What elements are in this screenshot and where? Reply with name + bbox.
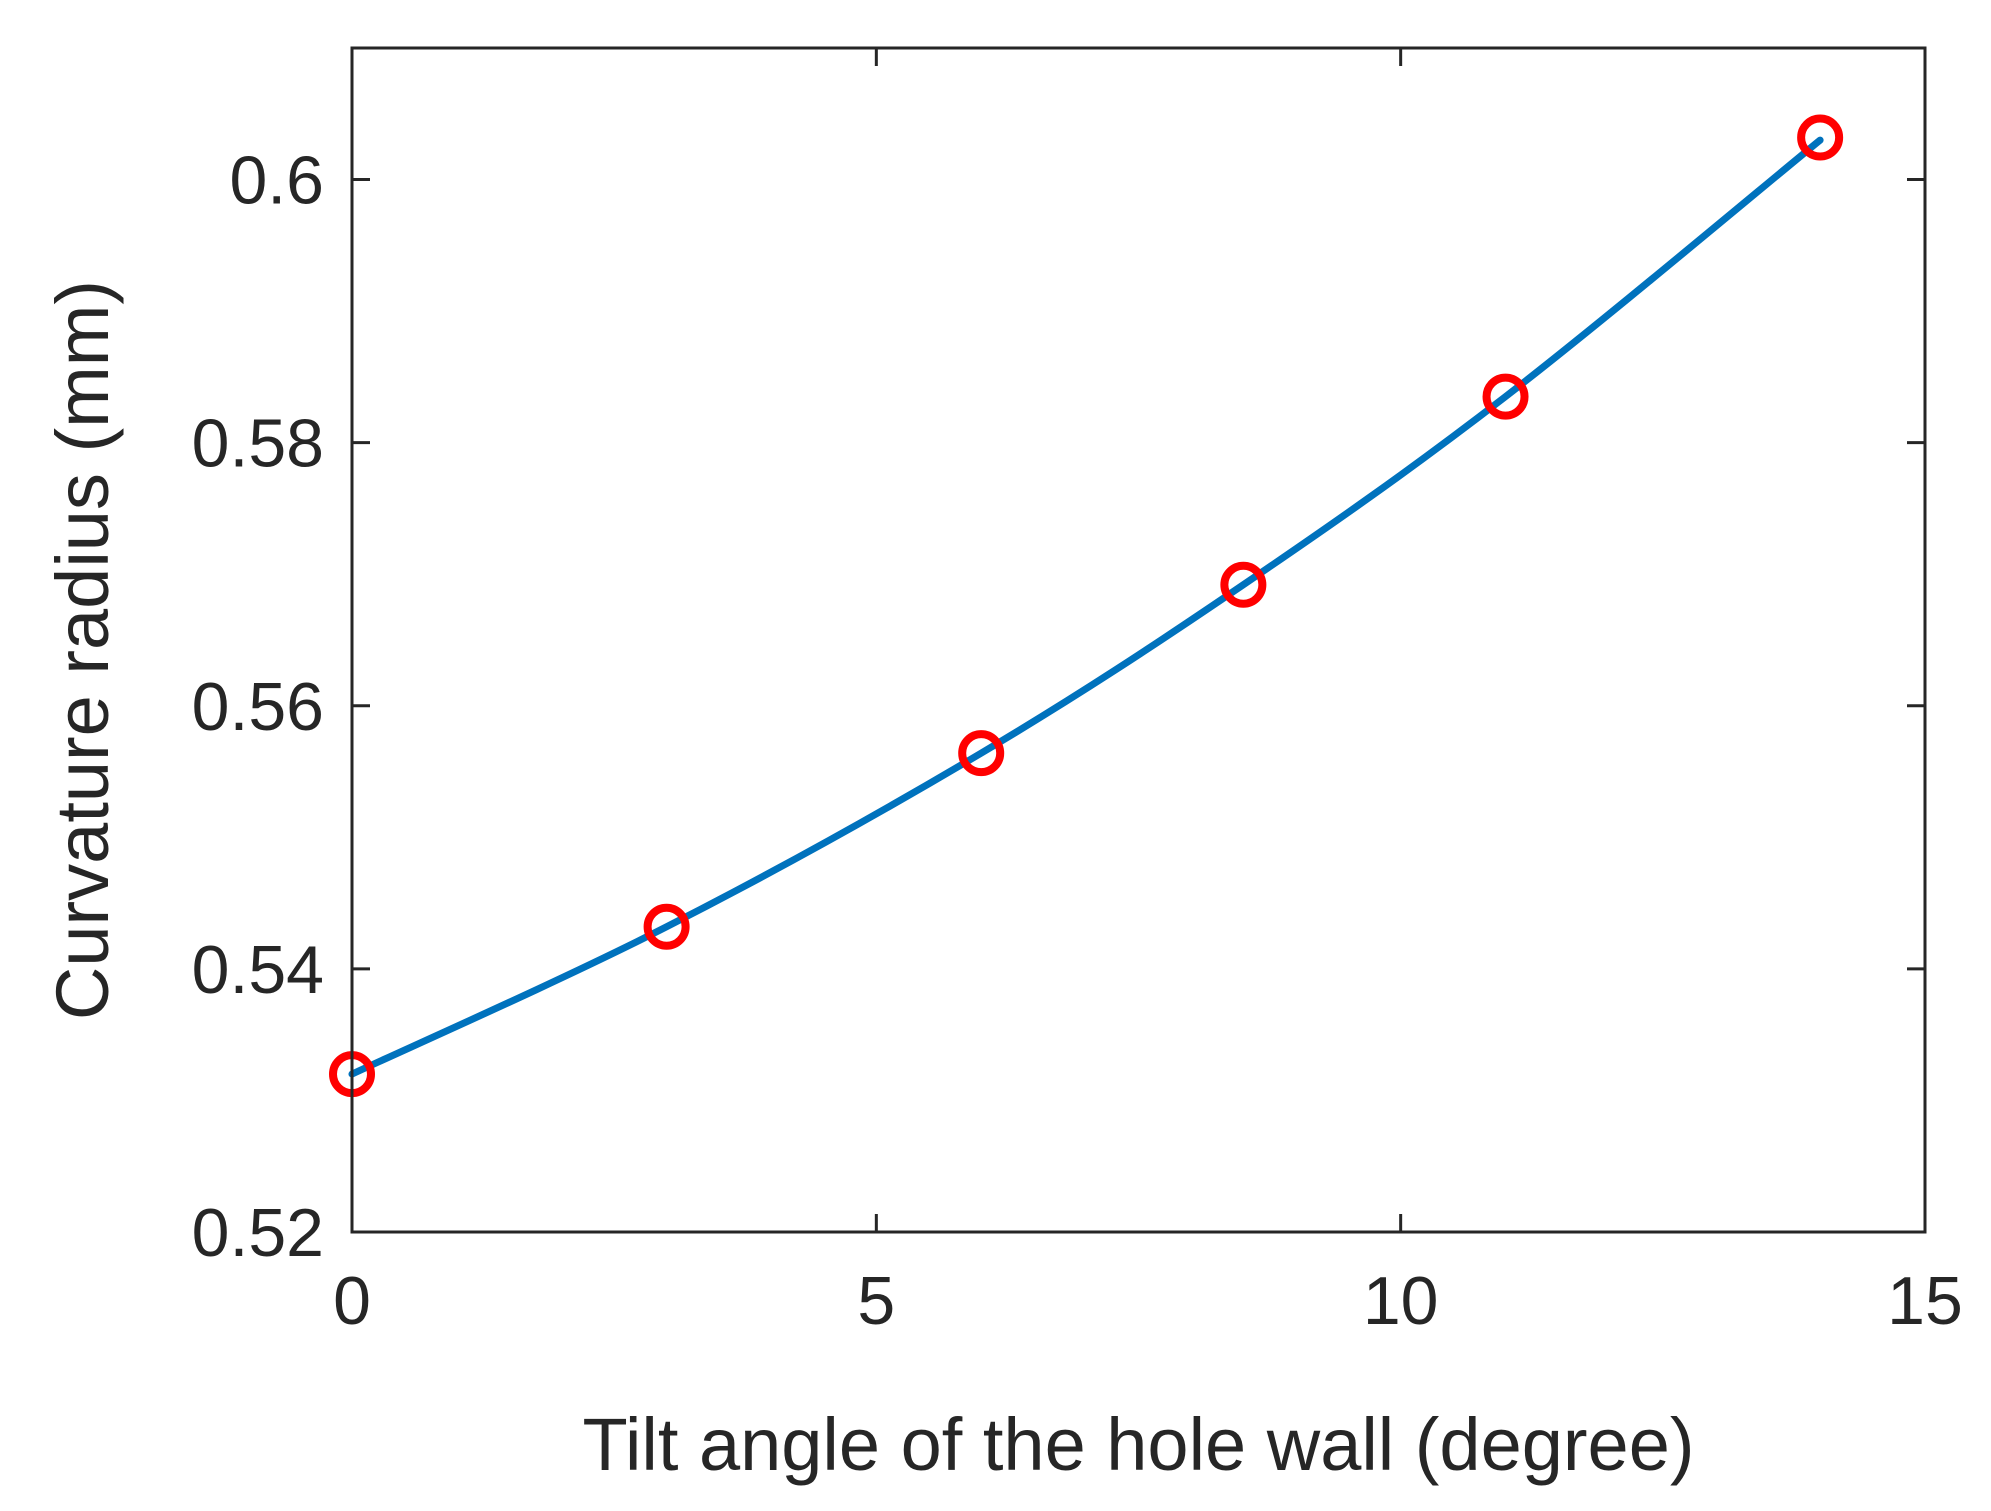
x-tick-label: 15	[1887, 1263, 1963, 1339]
x-tick-label: 0	[333, 1263, 371, 1339]
data-point-marker	[1482, 373, 1529, 420]
data-point-marker	[1797, 114, 1844, 161]
series-line	[348, 136, 1824, 1078]
y-axis-ticks: 0.52 0.54 0.56 0.58 0.6	[192, 143, 1925, 1271]
y-tick-label: 0.52	[192, 1195, 324, 1271]
y-tick-label: 0.6	[229, 143, 324, 219]
data-point-marker	[958, 730, 1005, 777]
y-tick-label: 0.58	[192, 406, 324, 482]
x-axis-label: Tilt angle of the hole wall (degree)	[583, 1403, 1695, 1486]
x-tick-label: 5	[857, 1263, 895, 1339]
y-axis-label: Curvature radius (mm)	[41, 280, 124, 1020]
y-tick-label: 0.54	[192, 932, 324, 1008]
x-axis-ticks: 0 5 10 15	[333, 48, 1963, 1339]
y-tick-label: 0.56	[192, 669, 324, 745]
data-point-marker	[1220, 561, 1267, 608]
axes-box	[350, 46, 1927, 1234]
x-tick-label: 10	[1363, 1263, 1439, 1339]
data-point-marker	[643, 903, 690, 950]
